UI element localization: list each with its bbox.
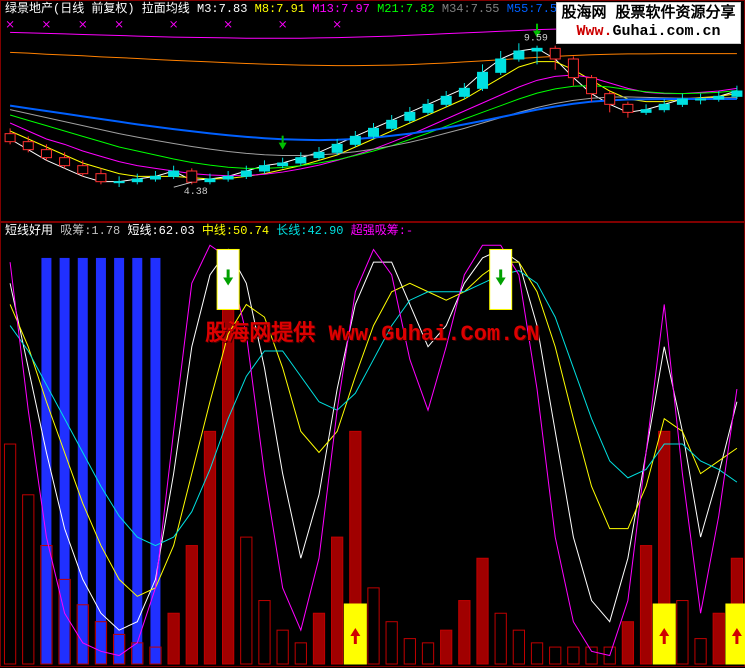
indicator-chart[interactable]	[1, 223, 745, 668]
watermark-line2: Www.Guhai.com.cn	[557, 23, 740, 41]
indicator-panel-header: 短线好用 吸筹:1.78 短线:62.03 中线:50.74 长线:42.90 …	[1, 223, 744, 239]
indicator-panel[interactable]: 短线好用 吸筹:1.78 短线:62.03 中线:50.74 长线:42.90 …	[0, 222, 745, 667]
svg-text:4.38: 4.38	[184, 187, 208, 198]
watermark-logo: 股海网 股票软件资源分享 Www.Guhai.com.cn	[556, 2, 741, 44]
svg-text:9.59: 9.59	[524, 33, 548, 44]
center-watermark: 股海网提供 Www.Guhai.Com.CN	[205, 315, 539, 347]
watermark-line1: 股海网 股票软件资源分享	[557, 3, 740, 23]
